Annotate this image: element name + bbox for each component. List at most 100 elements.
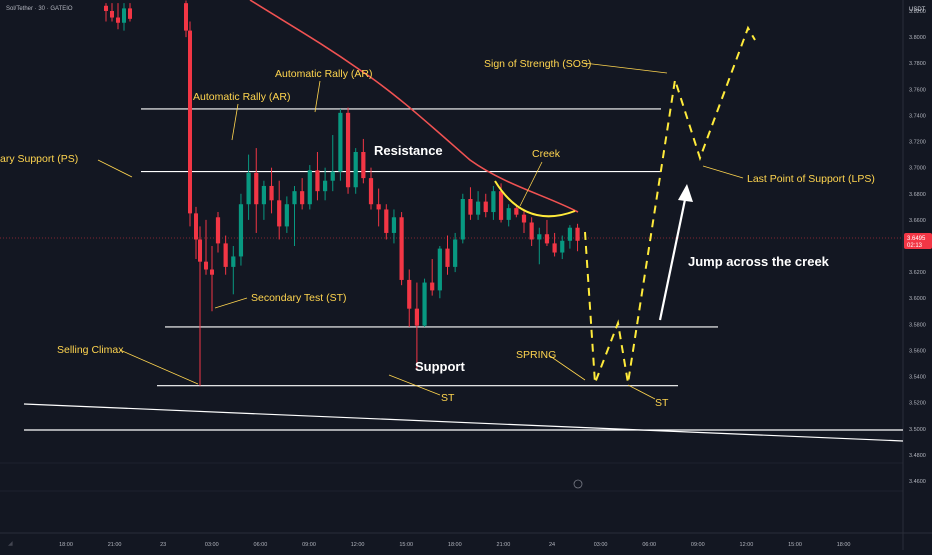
- candle-body: [506, 208, 511, 220]
- currency-label: USDT: [909, 7, 926, 13]
- candle-body: [184, 3, 188, 31]
- candle-body: [468, 199, 473, 215]
- leader-ps: [97, 159, 133, 178]
- candle-body: [391, 217, 397, 233]
- price-tick-label: 3.4600: [909, 479, 926, 485]
- candle-body: [284, 204, 289, 227]
- candle-body: [361, 152, 366, 179]
- price-tick-label: 3.5000: [909, 427, 926, 433]
- time-tick-label: 21:00: [108, 542, 122, 548]
- current-price-badge: [904, 233, 932, 249]
- candle-body: [261, 185, 266, 205]
- candle-body: [307, 170, 312, 205]
- axes-layer: 3.8200 3.8000 3.7800 3.7600 3.7400 3.7200 3.70…: [59, 9, 926, 548]
- leader-lines: [97, 62, 744, 400]
- leader-ar-left: [231, 103, 239, 141]
- candle-body: [414, 308, 419, 326]
- annotation-secondary-test: Secondary Test (ST): [251, 292, 347, 304]
- candle-body: [194, 213, 198, 240]
- annotation-st-right: ST: [655, 397, 669, 409]
- annotation-jump: Jump across the creek: [688, 254, 830, 269]
- candle-body: [544, 234, 550, 244]
- candle-body: [514, 208, 519, 215]
- candle-body: [231, 256, 236, 267]
- candle-body: [204, 261, 208, 270]
- candle-body: [567, 227, 572, 241]
- candle-body: [453, 239, 458, 267]
- time-tick-label: 15:00: [399, 542, 413, 548]
- candle-body: [110, 11, 114, 18]
- candle-body: [315, 170, 320, 192]
- leader-st-bottom: [388, 374, 441, 396]
- leader-spring: [549, 355, 586, 381]
- time-tick-label: 09:00: [691, 542, 705, 548]
- time-tick-label: 09:00: [302, 542, 316, 548]
- annotation-spring: SPRING: [516, 349, 556, 361]
- leader-lps: [702, 165, 744, 179]
- candle-body: [430, 282, 435, 291]
- candle-body: [323, 180, 328, 192]
- candle-body: [292, 191, 297, 205]
- candle-body: [198, 239, 202, 262]
- annotation-support: Support: [415, 359, 465, 374]
- leader-creek: [519, 161, 543, 207]
- annotation-selling-climax: Selling Climax: [57, 344, 124, 356]
- candle-body: [529, 222, 534, 240]
- candle-body: [246, 172, 251, 205]
- price-tick-label: 3.7600: [909, 87, 926, 93]
- jump-arrow-head: [678, 184, 693, 202]
- symbol-header[interactable]: Sol/Tether · 30 · GATEIO: [6, 6, 73, 12]
- time-tick-label: 18:00: [59, 542, 73, 548]
- candle-body: [238, 204, 244, 257]
- time-tick-label: 24: [549, 542, 555, 548]
- candle-body: [330, 171, 335, 181]
- candle-body: [521, 214, 527, 223]
- candle-body: [269, 185, 274, 201]
- time-tick-label: 23: [160, 542, 166, 548]
- trend-line-upper: [23, 403, 904, 442]
- time-tick-label: 12:00: [740, 542, 754, 548]
- candle-body: [254, 172, 259, 205]
- leader-st-right: [627, 384, 656, 400]
- candle-body: [498, 191, 504, 220]
- candle-body: [345, 112, 351, 188]
- leader-sos: [583, 62, 668, 74]
- price-tick-label: 3.4800: [909, 453, 926, 459]
- price-tick-label: 3.5800: [909, 322, 926, 328]
- candle-body: [210, 269, 214, 275]
- levels-layer: [0, 108, 903, 387]
- leader-ar-top: [314, 80, 321, 113]
- candle-body: [399, 217, 404, 280]
- annotation-st-bottom: ST: [441, 392, 455, 404]
- price-tick-label: 3.6800: [909, 192, 926, 198]
- candle-body: [128, 8, 132, 19]
- candle-body: [437, 248, 442, 291]
- price-tick-label: 3.7400: [909, 113, 926, 119]
- price-tick-label: 3.5400: [909, 375, 926, 381]
- candle-body: [445, 248, 450, 267]
- jump-arrow: [658, 189, 689, 321]
- candle-body: [483, 201, 488, 213]
- replay-icon[interactable]: [573, 479, 583, 489]
- current-price-countdown: 02:13: [907, 243, 923, 249]
- leader-secondary-test: [214, 297, 248, 309]
- candle-body: [460, 199, 465, 240]
- price-tick-label: 3.7000: [909, 166, 926, 172]
- price-tick-label: 3.5600: [909, 348, 926, 354]
- annotation-ps: ary Support (PS): [0, 153, 78, 165]
- candle-body: [188, 30, 192, 214]
- price-tick-label: 3.8000: [909, 35, 926, 41]
- moving-average-line: [249, 0, 579, 213]
- time-tick-label: 06:00: [642, 542, 656, 548]
- annotation-lps: Last Point of Support (LPS): [747, 173, 875, 185]
- candle-body: [368, 178, 374, 205]
- candles-layer: [104, 0, 580, 386]
- time-tick-label: 06:00: [254, 542, 268, 548]
- candle-body: [104, 5, 108, 11]
- candle-body: [376, 204, 381, 210]
- candle-body: [384, 209, 389, 233]
- candle-body: [422, 282, 427, 326]
- candle-body: [215, 217, 221, 244]
